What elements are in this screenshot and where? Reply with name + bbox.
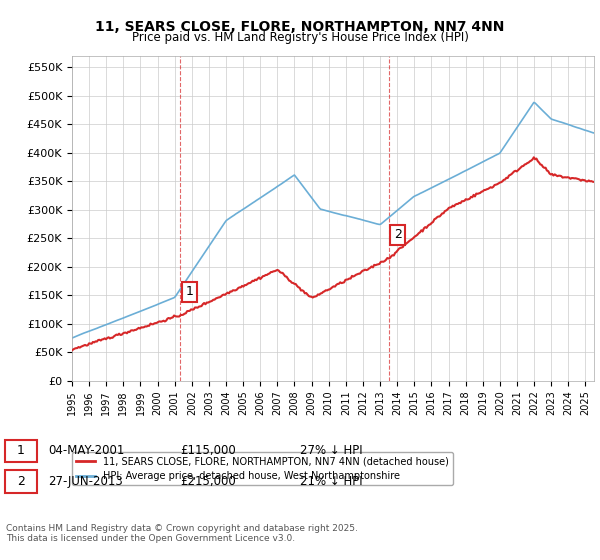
Text: 21% ↓ HPI: 21% ↓ HPI <box>300 475 362 488</box>
Text: 27-JUN-2013: 27-JUN-2013 <box>48 475 123 488</box>
Text: 1: 1 <box>185 286 193 298</box>
Text: 2: 2 <box>17 475 25 488</box>
Legend: 11, SEARS CLOSE, FLORE, NORTHAMPTON, NN7 4NN (detached house), HPI: Average pric: 11, SEARS CLOSE, FLORE, NORTHAMPTON, NN7… <box>72 452 453 485</box>
Text: 27% ↓ HPI: 27% ↓ HPI <box>300 444 362 458</box>
Text: 11, SEARS CLOSE, FLORE, NORTHAMPTON, NN7 4NN: 11, SEARS CLOSE, FLORE, NORTHAMPTON, NN7… <box>95 20 505 34</box>
Text: Price paid vs. HM Land Registry's House Price Index (HPI): Price paid vs. HM Land Registry's House … <box>131 31 469 44</box>
Text: £215,000: £215,000 <box>180 475 236 488</box>
Text: 2: 2 <box>394 228 401 241</box>
Text: Contains HM Land Registry data © Crown copyright and database right 2025.
This d: Contains HM Land Registry data © Crown c… <box>6 524 358 543</box>
Text: 04-MAY-2001: 04-MAY-2001 <box>48 444 124 458</box>
Text: 1: 1 <box>17 444 25 458</box>
Text: £115,000: £115,000 <box>180 444 236 458</box>
